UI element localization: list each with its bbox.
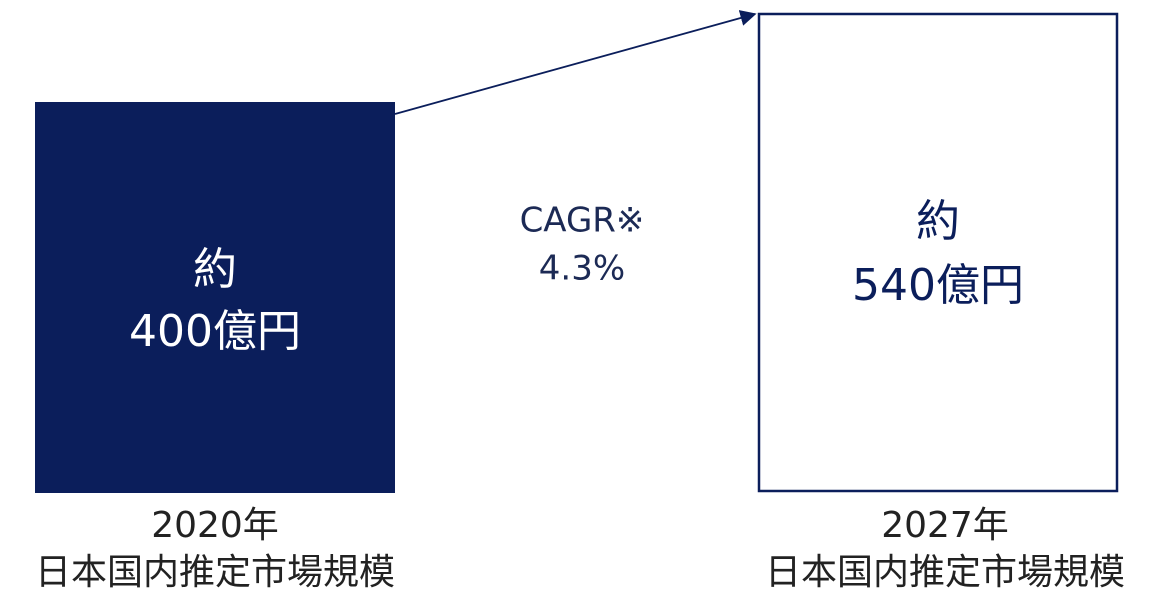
caption-year: 2027年: [881, 505, 1009, 546]
box-value: 400億円: [129, 306, 301, 357]
market-box-2027: [757, 12, 1119, 493]
cagr-value: 4.3%: [539, 249, 625, 289]
caption-year: 2020年: [151, 505, 279, 546]
caption-text: 日本国内推定市場規模: [765, 552, 1125, 591]
box-value: 540億円: [852, 260, 1024, 311]
box-label: 約: [916, 196, 960, 247]
caption-text: 日本国内推定市場規模: [35, 552, 395, 591]
box-label: 約: [193, 244, 237, 295]
market-box-2020: [35, 102, 395, 493]
cagr-label: CAGR※: [520, 201, 645, 241]
growth-arrow: [394, 10, 757, 115]
